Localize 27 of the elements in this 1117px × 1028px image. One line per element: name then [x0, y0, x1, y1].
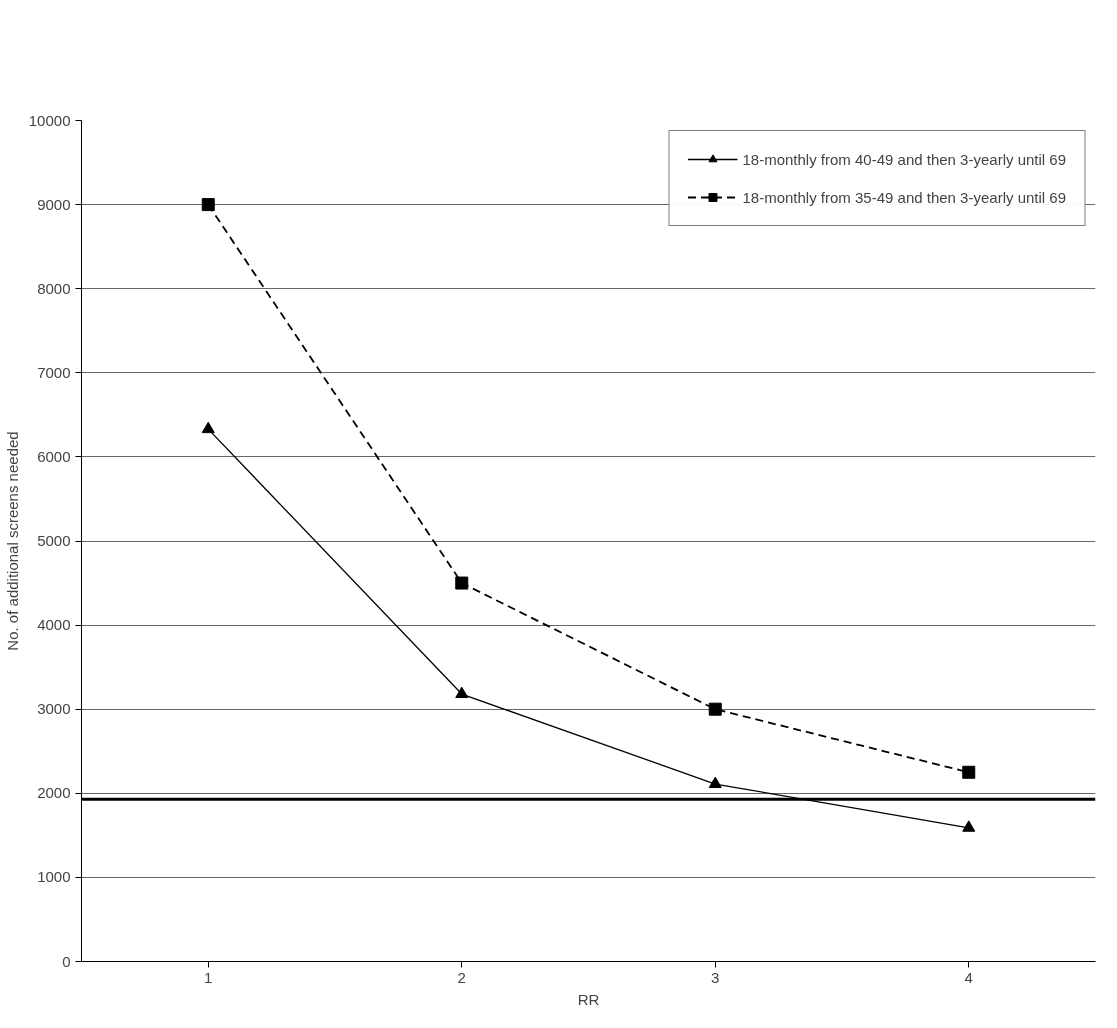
y-tick-label: 9000: [37, 195, 71, 213]
y-tick-label: 8000: [37, 279, 71, 297]
point: [962, 765, 976, 779]
point: [201, 421, 215, 434]
x-tick-label: 1: [204, 968, 213, 986]
point: [455, 576, 469, 590]
point: [201, 198, 215, 212]
point: [962, 820, 976, 832]
point: [455, 686, 469, 699]
y-tick-label: 1000: [37, 868, 71, 886]
y-tick-label: 10000: [28, 111, 71, 129]
y-axis-title: No. of additional screens needed: [3, 431, 21, 651]
y-tick-label: 7000: [37, 363, 71, 381]
y-tick-label: 2000: [37, 784, 71, 802]
x-tick-label: 2: [457, 968, 466, 986]
y-tick-label: 6000: [37, 447, 71, 465]
point: [708, 776, 722, 789]
x-axis-title: RR: [577, 990, 600, 1008]
y-tick-label: 5000: [37, 532, 71, 549]
point: [708, 702, 722, 716]
x-tick-label: 3: [711, 968, 720, 986]
y-tick-label: 4000: [37, 616, 71, 634]
x-tick-label: 4: [964, 968, 973, 986]
legend-label: 18-monthly from 40-49 and then 3-yearly until 69: [742, 150, 1066, 168]
y-tick-label: 3000: [37, 700, 71, 718]
y-tick-label: 0: [62, 952, 71, 970]
legend-label: 18-monthly from 35-49 and then 3-yearly until 69: [742, 188, 1066, 206]
